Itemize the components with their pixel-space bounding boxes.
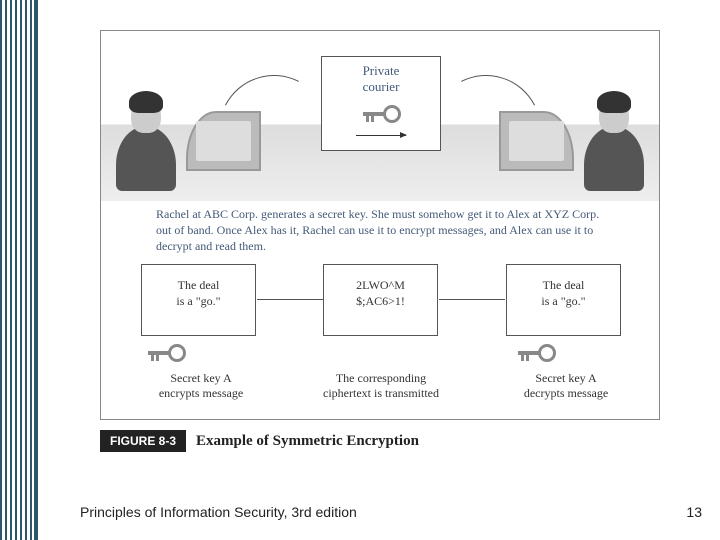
figure-label-bar: FIGURE 8-3 Example of Symmetric Encrypti… xyxy=(100,430,419,452)
box-text: is a "go." xyxy=(152,293,245,309)
caption-transmit: The corresponding ciphertext is transmit… xyxy=(306,371,456,401)
description-text: Rachel at ABC Corp. generates a secret k… xyxy=(156,206,606,255)
slide-left-border xyxy=(0,0,38,540)
caption-decrypt: Secret key A decrypts message xyxy=(491,371,641,401)
figure-title: Example of Symmetric Encryption xyxy=(196,433,419,450)
footer-text: Principles of Information Security, 3rd … xyxy=(80,504,357,520)
key-icon xyxy=(146,344,186,362)
caption-text: Secret key A xyxy=(491,371,641,386)
courier-label: courier xyxy=(322,79,440,95)
plaintext-box-sender: The deal is a "go." xyxy=(141,264,256,336)
arrow-icon xyxy=(356,135,406,136)
box-text: The deal xyxy=(152,277,245,293)
caption-text: Secret key A xyxy=(126,371,276,386)
figure-diagram: Private courier Rachel at ABC Corp. gene… xyxy=(100,30,660,420)
message-row: The deal is a "go." 2LWO^M $;AC6>1! The … xyxy=(101,264,659,344)
courier-label: Private xyxy=(322,63,440,79)
connector-line xyxy=(439,299,505,300)
key-icon xyxy=(361,105,401,123)
ciphertext-box: 2LWO^M $;AC6>1! xyxy=(323,264,438,336)
figure-number-badge: FIGURE 8-3 xyxy=(100,430,186,452)
caption-text: ciphertext is transmitted xyxy=(306,386,456,401)
box-text: The deal xyxy=(517,277,610,293)
caption-text: decrypts message xyxy=(491,386,641,401)
box-text: is a "go." xyxy=(517,293,610,309)
caption-text: encrypts message xyxy=(126,386,276,401)
page-number: 13 xyxy=(686,504,702,520)
scene-background: Private courier xyxy=(101,31,659,201)
connector-line xyxy=(257,299,323,300)
box-text: $;AC6>1! xyxy=(334,293,427,309)
caption-text: The corresponding xyxy=(306,371,456,386)
plaintext-box-receiver: The deal is a "go." xyxy=(506,264,621,336)
private-courier-box: Private courier xyxy=(321,56,441,151)
caption-encrypt: Secret key A encrypts message xyxy=(126,371,276,401)
box-text: 2LWO^M xyxy=(334,277,427,293)
key-icon xyxy=(516,344,556,362)
